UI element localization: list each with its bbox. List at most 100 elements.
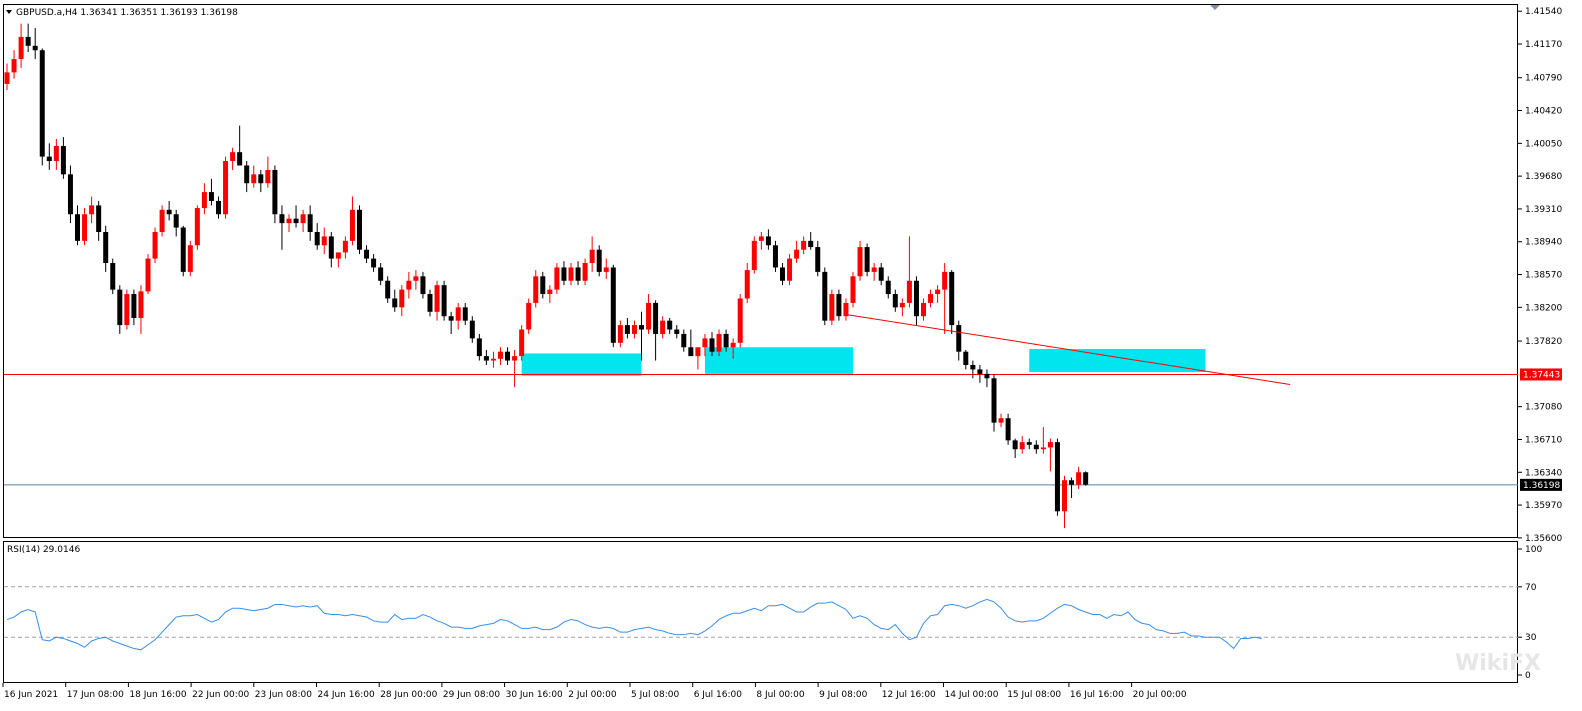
candle <box>349 196 355 246</box>
candle <box>53 138 59 170</box>
candle <box>159 205 165 237</box>
candle-body <box>385 280 391 299</box>
support-zones[interactable] <box>521 347 1206 376</box>
candle <box>575 261 581 286</box>
candle-body <box>1047 442 1053 448</box>
candle-body <box>1069 480 1075 485</box>
candle-body <box>815 247 821 272</box>
candle <box>892 289 898 312</box>
candle-body <box>300 214 306 224</box>
candle-body <box>152 231 158 259</box>
price-tick-label: 1.37080 <box>1525 403 1562 413</box>
candle <box>89 196 95 224</box>
candle-body <box>928 294 934 303</box>
candle-body <box>406 280 412 290</box>
candles <box>4 23 1089 529</box>
symbol-dropdown-icon[interactable] <box>6 10 12 14</box>
candle-body <box>321 236 327 246</box>
rsi-pane-frame <box>3 541 1518 683</box>
rsi-tick-label: 100 <box>1525 545 1542 555</box>
candle <box>836 289 842 321</box>
candle-body <box>138 291 144 318</box>
candle-body <box>194 208 200 246</box>
candle-body <box>434 285 440 312</box>
candle-body <box>173 214 179 228</box>
chart-shift-icon[interactable] <box>1210 5 1220 10</box>
candle <box>963 349 969 370</box>
candle <box>371 254 377 272</box>
candle <box>103 225 109 272</box>
candle <box>519 325 525 361</box>
candle-body <box>237 152 243 166</box>
candle-body <box>145 258 151 292</box>
candle-body <box>498 351 503 359</box>
candle <box>75 205 80 246</box>
candle-body <box>885 280 891 295</box>
candle-body <box>963 351 969 365</box>
candle <box>392 289 398 312</box>
level-lines[interactable] <box>4 373 1518 486</box>
candle <box>180 225 186 277</box>
candle <box>617 320 623 348</box>
bid-price-tag <box>1520 478 1562 491</box>
candle <box>765 229 771 250</box>
candle <box>843 298 849 321</box>
support-zone <box>704 347 853 374</box>
candle <box>441 280 447 321</box>
candle <box>808 231 814 250</box>
candle-body <box>836 294 842 317</box>
candle <box>208 178 214 206</box>
candle <box>455 302 461 330</box>
candle <box>547 285 553 303</box>
candle-body <box>96 205 102 232</box>
candle-body <box>230 152 236 162</box>
candle-body <box>476 338 482 357</box>
candle-body <box>251 174 257 184</box>
candle <box>1076 466 1082 490</box>
candle-body <box>364 249 370 259</box>
candle <box>730 338 736 359</box>
candle <box>498 347 503 365</box>
candle <box>639 311 644 361</box>
candle <box>709 332 715 357</box>
candle <box>561 261 567 286</box>
candle-body <box>702 338 708 348</box>
price-tick-label: 1.36340 <box>1525 468 1562 478</box>
candle <box>512 349 518 388</box>
candle <box>342 236 348 259</box>
candle-body <box>660 320 666 334</box>
price-axis: 1.41540 1.41170 1.40790 1.40420 1.40050 1.396… <box>1518 7 1562 544</box>
candle-body <box>131 294 137 318</box>
candle-body <box>75 214 80 241</box>
candle <box>956 320 962 361</box>
support-price-label: 1.37443 <box>1523 370 1560 380</box>
price-tick-label: 1.41170 <box>1525 40 1562 50</box>
candle-body <box>4 72 10 84</box>
candle <box>1047 438 1053 472</box>
candle <box>787 254 793 286</box>
candle <box>4 63 10 91</box>
candle-body <box>1083 472 1089 485</box>
candle-body <box>547 289 553 295</box>
candle-body <box>110 263 116 290</box>
candle <box>737 294 743 348</box>
candle-body <box>561 267 567 281</box>
candle-body <box>533 276 539 303</box>
candle-body <box>18 36 24 60</box>
candle <box>60 137 66 179</box>
candle <box>399 285 405 317</box>
candle <box>505 347 511 365</box>
candle-body <box>117 289 123 326</box>
price-tick-label: 1.38570 <box>1525 271 1562 281</box>
candle <box>427 289 433 317</box>
candle-body <box>681 333 687 348</box>
candle-body <box>392 298 398 308</box>
price-tick-label: 1.36710 <box>1525 435 1562 445</box>
candle <box>357 205 362 255</box>
candle-body <box>787 258 793 281</box>
candle-body <box>864 247 870 272</box>
trendline-group[interactable] <box>845 313 1291 385</box>
candle-body <box>1062 480 1067 512</box>
time-tick-label: 28 Jun 00:00 <box>380 690 437 700</box>
